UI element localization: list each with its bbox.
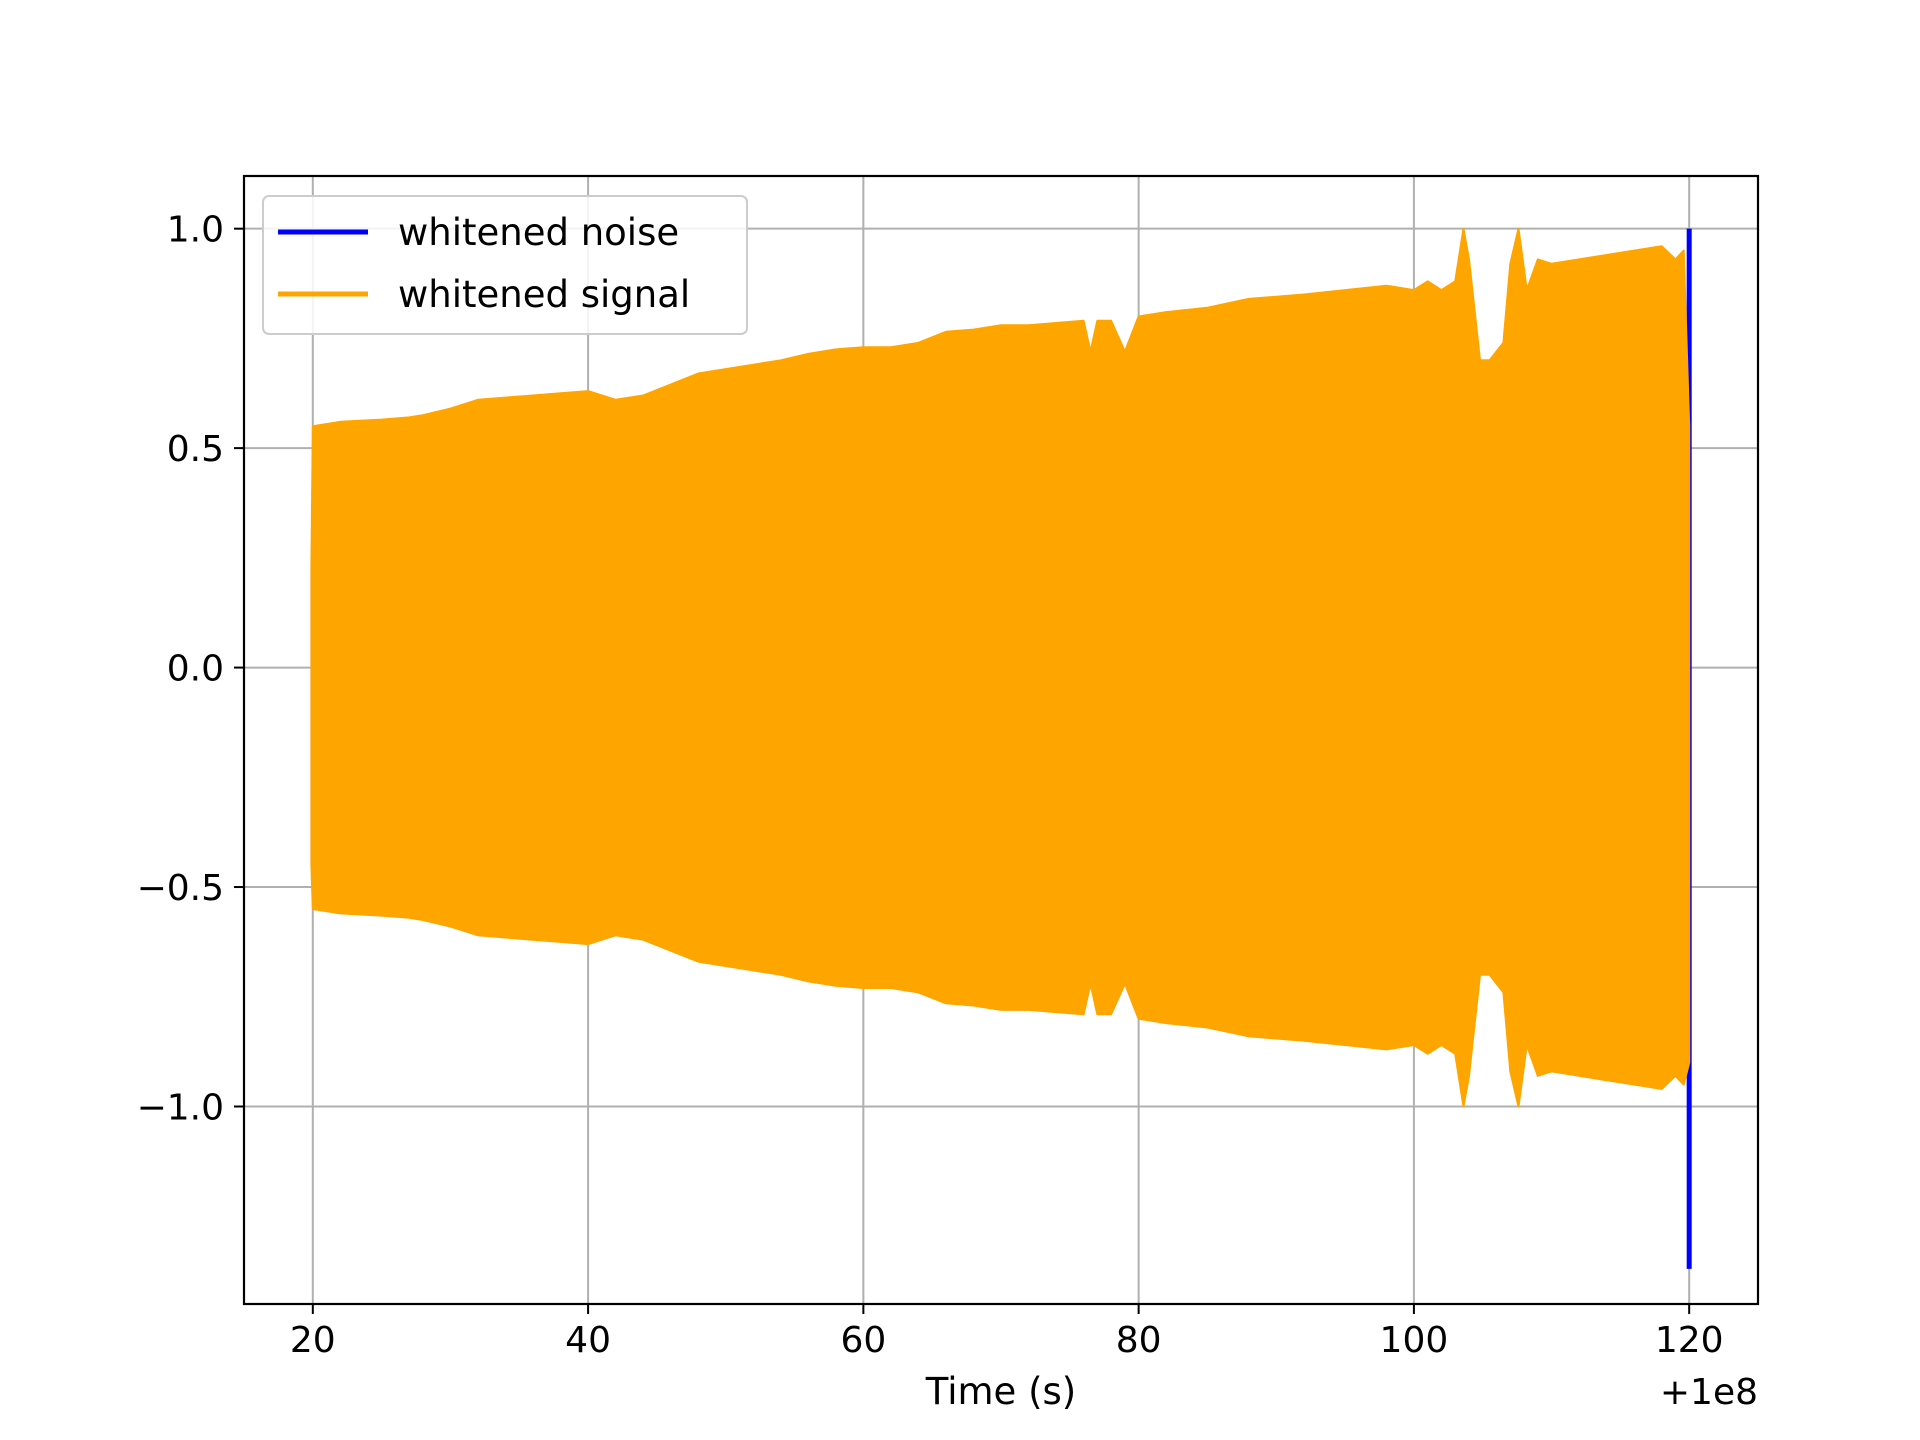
y-tick-label: 0.5: [167, 429, 224, 470]
ticks: 20 40 60 80 100 120 1.0 0.5 0.0 −0.5 −1.0: [137, 210, 1724, 1361]
x-tick-label: 20: [290, 1320, 336, 1361]
x-axis-label: Time (s): [925, 1370, 1076, 1413]
legend-label-1: whitened signal: [398, 273, 690, 316]
x-tick-label: 100: [1380, 1320, 1449, 1361]
signal-envelope: [310, 227, 1691, 1108]
x-tick-label: 40: [565, 1320, 611, 1361]
y-tick-label: −1.0: [137, 1087, 224, 1128]
plot-area: [310, 227, 1692, 1269]
axes-frame: [242, 174, 1760, 1306]
y-tick-label: 1.0: [167, 210, 224, 251]
x-tick-label: 80: [1116, 1320, 1162, 1361]
x-axis-offset-label: +1e8: [1660, 1372, 1758, 1413]
x-tick-label: 60: [840, 1320, 886, 1361]
legend-box: [262, 195, 748, 335]
y-tick-label: −0.5: [137, 868, 224, 909]
legend: whitened noise whitened signal: [262, 195, 748, 335]
legend-label-0: whitened noise: [398, 211, 679, 254]
x-tick-label: 120: [1655, 1320, 1724, 1361]
y-tick-label: 0.0: [167, 649, 224, 690]
